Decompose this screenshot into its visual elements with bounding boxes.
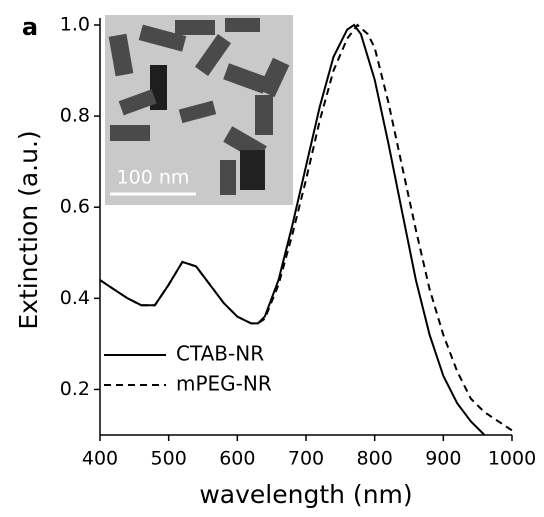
x-tick-label: 600 [219,448,255,470]
y-axis-label: Extinction (a.u.) [14,130,43,329]
inset-scale-label: 100 nm [117,167,190,189]
y-tick-label: 0.6 [60,196,90,218]
x-tick-label: 400 [82,448,118,470]
y-tick-label: 0.8 [60,105,90,127]
x-tick-label: 700 [288,448,324,470]
y-tick-label: 1.0 [60,14,90,36]
x-tick-label: 800 [357,448,393,470]
x-axis-label: wavelength (nm) [199,480,412,509]
chart: 100 nm a wavelength (nm) Extinction (a.u… [0,0,544,517]
x-tick-label: 900 [425,448,461,470]
panel-label: a [22,13,38,41]
x-tick-label: 1000 [488,448,536,470]
x-tick-label: 500 [151,448,187,470]
legend-label: CTAB-NR [176,342,264,366]
y-tick-label: 0.2 [60,378,90,400]
legend-label: mPEG-NR [176,372,272,396]
y-tick-label: 0.4 [60,287,90,309]
